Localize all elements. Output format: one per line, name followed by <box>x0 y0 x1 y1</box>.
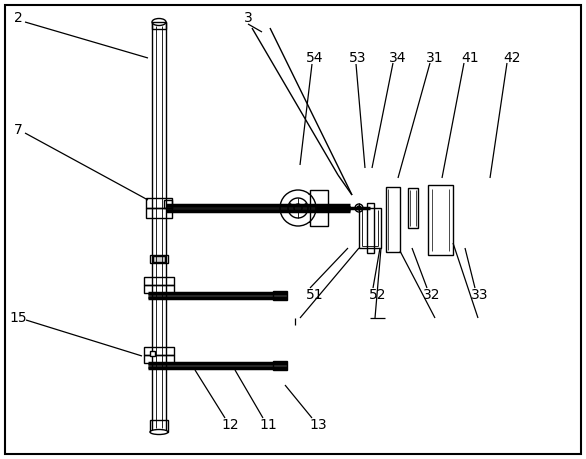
Text: 41: 41 <box>461 51 479 65</box>
Text: 13: 13 <box>309 418 327 432</box>
Bar <box>150 420 168 432</box>
Bar <box>144 355 174 363</box>
Text: 53: 53 <box>349 51 367 65</box>
Text: 15: 15 <box>9 311 27 325</box>
Bar <box>150 255 168 263</box>
Bar <box>408 188 418 228</box>
Circle shape <box>357 206 361 210</box>
Text: 12: 12 <box>221 418 239 432</box>
Text: 31: 31 <box>426 51 444 65</box>
Text: 32: 32 <box>423 288 441 302</box>
Bar <box>359 208 381 248</box>
Bar <box>150 351 155 356</box>
Text: 34: 34 <box>389 51 407 65</box>
Bar <box>164 200 172 208</box>
Text: 11: 11 <box>259 418 277 432</box>
Bar <box>146 208 172 218</box>
Bar <box>146 198 172 208</box>
Circle shape <box>355 204 363 212</box>
Bar <box>152 22 166 432</box>
Bar <box>153 256 165 262</box>
Ellipse shape <box>152 18 166 26</box>
Text: 54: 54 <box>306 51 323 65</box>
Bar <box>152 22 166 29</box>
Bar <box>386 187 400 252</box>
Text: 42: 42 <box>503 51 521 65</box>
Text: 33: 33 <box>471 288 489 302</box>
Text: 7: 7 <box>13 123 22 137</box>
Text: 51: 51 <box>306 288 324 302</box>
Bar <box>144 347 174 355</box>
Bar <box>367 203 374 253</box>
Bar <box>428 185 453 255</box>
Ellipse shape <box>150 430 168 435</box>
Bar <box>273 361 287 370</box>
Bar <box>144 277 174 285</box>
Text: 2: 2 <box>13 11 22 25</box>
Bar <box>144 285 174 293</box>
Bar <box>273 291 287 300</box>
Text: 52: 52 <box>369 288 387 302</box>
Text: 3: 3 <box>244 11 253 25</box>
Bar <box>310 190 328 226</box>
